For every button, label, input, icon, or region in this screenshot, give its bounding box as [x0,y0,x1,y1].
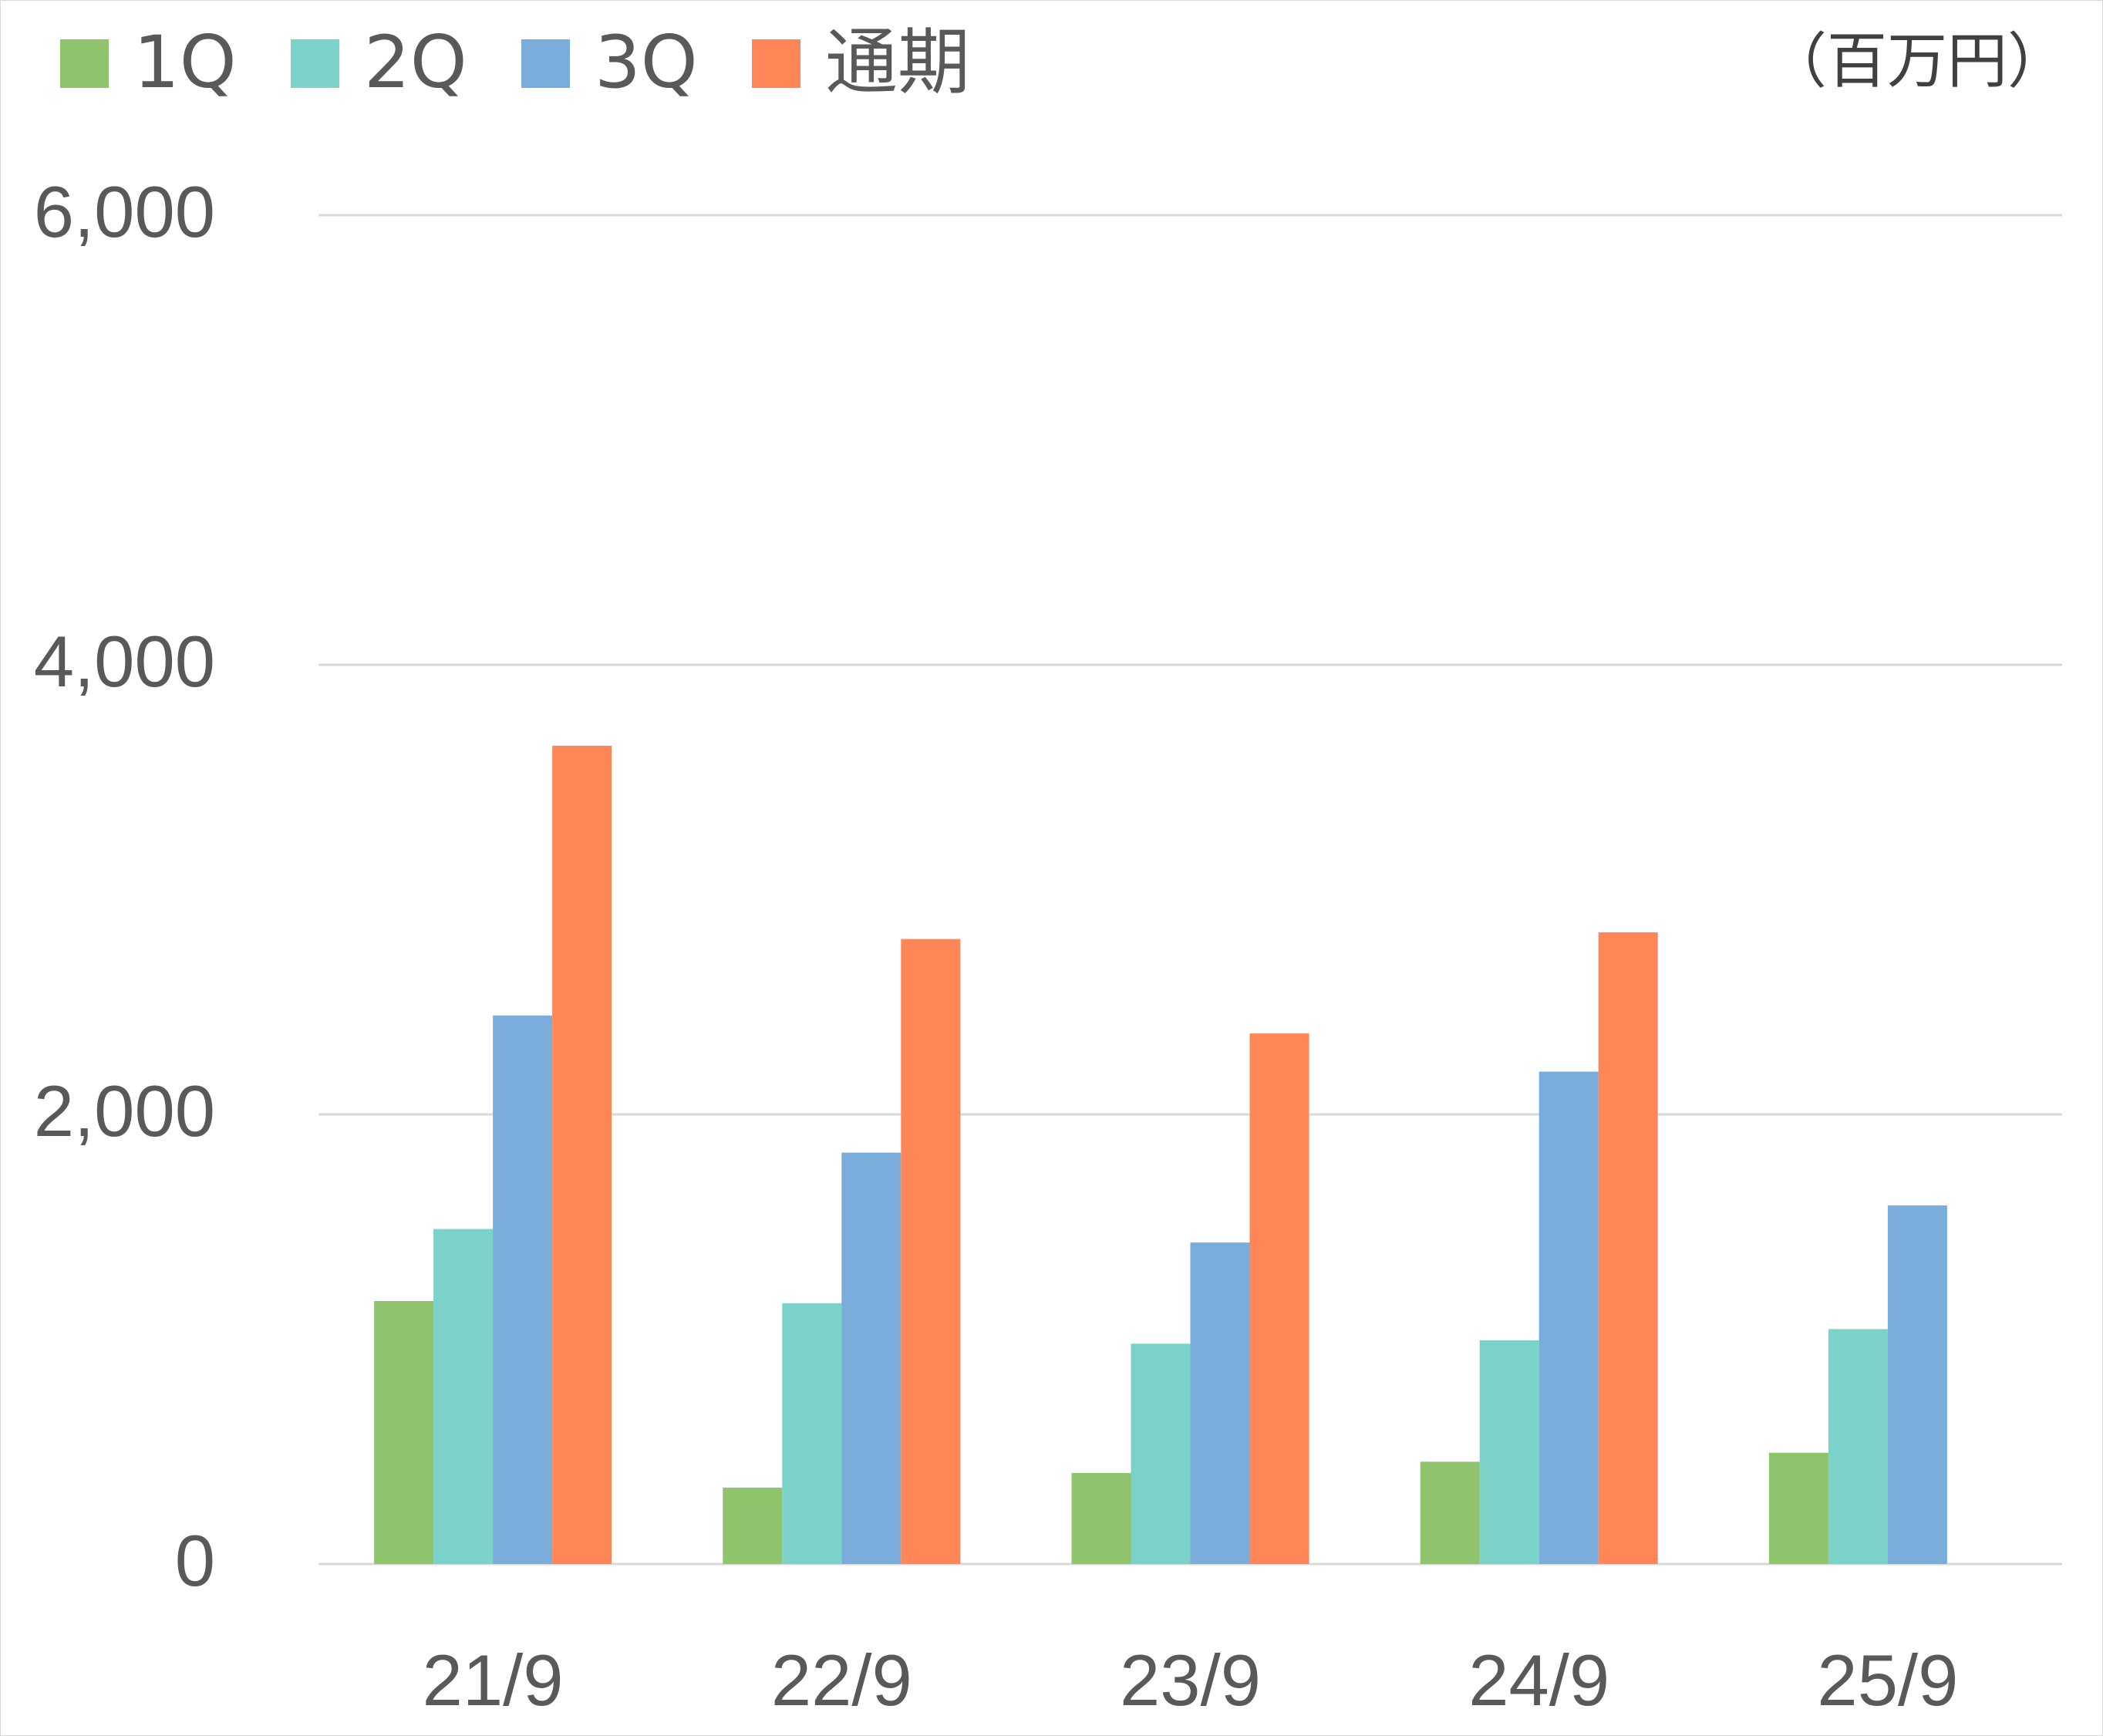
bar-2Q-22/9 [782,1303,842,1564]
bar-通期-24/9 [1598,932,1658,1564]
x-axis: 21/9 22/9 23/9 24/9 25/9 [423,1640,1959,1721]
unit-label: （百万円） [1767,27,2068,96]
legend-swatch-3Q [521,39,570,88]
y-tick-label: 6,000 [34,171,215,252]
bar-2Q-25/9 [1828,1329,1888,1564]
legend-swatch-通期 [752,39,800,88]
legend: 1Q 2Q 3Q 通期 [60,21,970,105]
bar-3Q-23/9 [1190,1242,1250,1564]
bar-2Q-24/9 [1479,1340,1539,1564]
legend-label-通期: 通期 [825,21,970,105]
x-tick-label: 22/9 [771,1640,912,1721]
bar-3Q-25/9 [1887,1205,1947,1564]
x-tick-label: 21/9 [423,1640,564,1721]
bar-通期-22/9 [901,939,961,1564]
bars [374,745,1947,1565]
y-tick-label: 2,000 [34,1070,215,1151]
x-tick-label: 23/9 [1120,1640,1261,1721]
bar-3Q-22/9 [841,1152,902,1564]
bar-1Q-24/9 [1420,1461,1480,1564]
bar-1Q-25/9 [1768,1452,1828,1564]
legend-label-1Q: 1Q [133,21,237,105]
bar-2Q-21/9 [433,1229,494,1564]
legend-label-3Q: 3Q [595,21,698,105]
legend-swatch-2Q [291,39,339,88]
y-tick-label: 4,000 [34,621,215,702]
bar-1Q-22/9 [723,1487,783,1564]
bar-通期-23/9 [1249,1033,1309,1564]
bar-3Q-21/9 [493,1015,553,1564]
legend-swatch-1Q [60,39,109,88]
x-tick-label: 24/9 [1468,1640,1609,1721]
legend-label-2Q: 2Q [364,21,467,105]
bar-2Q-23/9 [1131,1343,1191,1564]
x-tick-label: 25/9 [1817,1640,1958,1721]
bar-1Q-21/9 [374,1300,434,1564]
y-axis: 0 2,000 4,000 6,000 [34,171,215,1601]
bar-通期-21/9 [552,745,612,1565]
bar-1Q-23/9 [1071,1472,1131,1564]
y-tick-label: 0 [175,1520,215,1601]
bar-3Q-24/9 [1538,1071,1599,1564]
